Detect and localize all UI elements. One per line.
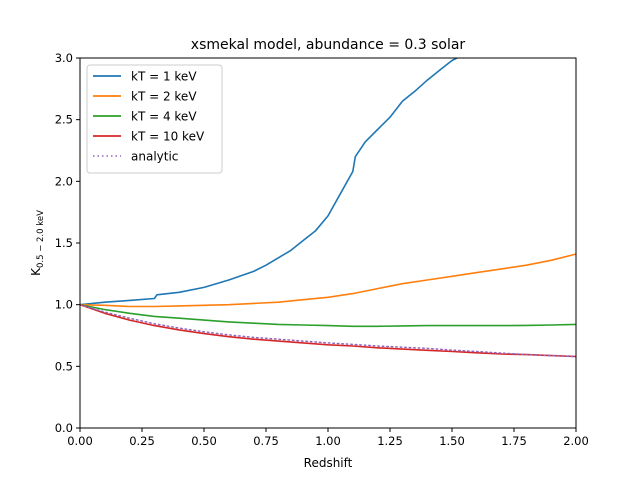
y-tick-label: 1.5	[55, 236, 73, 250]
legend-label: kT = 2 keV	[131, 90, 197, 104]
legend: kT = 1 keV kT = 2 keV kT = 4 keV kT = 10 ke…	[86, 64, 223, 174]
y-axis-label: K0.5 − 2.0 keV	[29, 210, 46, 276]
x-tick-label: 2.00	[563, 434, 589, 448]
x-tick-label: 0.50	[191, 434, 217, 448]
series-line-2	[80, 253, 576, 308]
x-tick-label: 0.25	[129, 434, 155, 448]
x-axis-ticks: 0.00 0.25 0.50 0.75 1.00 1.25 1.50 1.75 2.00	[67, 428, 589, 448]
y-tick-label: 0.0	[55, 421, 73, 435]
series-line-5	[80, 303, 576, 358]
chart-title: xsmekal model, abundance = 0.3 solar	[191, 37, 466, 53]
legend-box	[86, 64, 223, 174]
y-tick-label: 2.5	[55, 113, 73, 127]
x-axis-label: Redshift	[304, 456, 353, 470]
legend-label: analytic	[131, 150, 178, 164]
x-tick-label: 1.75	[501, 434, 527, 448]
x-tick-label: 1.50	[439, 434, 465, 448]
y-tick-label: 0.5	[55, 359, 73, 373]
y-axis-label-main: K	[29, 267, 43, 276]
x-tick-label: 1.25	[377, 434, 403, 448]
legend-label: kT = 1 keV	[131, 70, 197, 84]
series-layer	[80, 58, 576, 358]
y-tick-label: 2.0	[55, 174, 73, 188]
legend-label: kT = 10 keV	[131, 130, 205, 144]
series-line-4	[80, 303, 576, 358]
y-tick-label: 1.0	[55, 298, 73, 312]
y-axis-label-subscript: 0.5 − 2.0 keV	[36, 210, 46, 268]
legend-label: kT = 4 keV	[131, 110, 197, 124]
x-tick-label: 1.00	[315, 434, 341, 448]
series-line-3	[80, 303, 576, 328]
series-line-1	[80, 58, 461, 306]
x-tick-label: 0.00	[67, 434, 93, 448]
y-tick-label: 3.0	[55, 51, 73, 65]
y-axis-ticks: 0.0 0.5 1.0 1.5 2.0 2.5 3.0	[55, 51, 80, 435]
x-tick-label: 0.75	[253, 434, 279, 448]
